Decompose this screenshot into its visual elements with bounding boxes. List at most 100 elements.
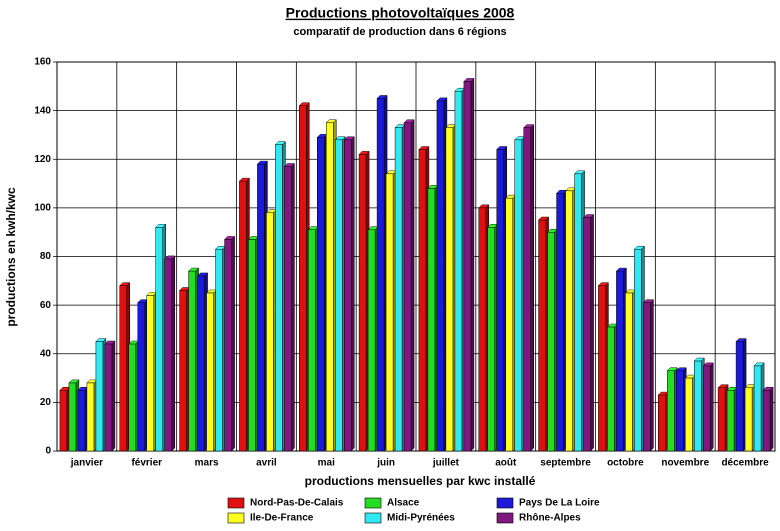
bar [735, 341, 744, 452]
bar [726, 389, 735, 452]
bar [376, 98, 385, 452]
bar [703, 365, 711, 452]
y-tick-label: 120 [34, 154, 51, 165]
bar [717, 387, 726, 452]
x-tick-label: juin [376, 458, 395, 469]
bar-side [410, 119, 415, 452]
x-tick-label: juillet [432, 458, 460, 469]
y-tick-label: 60 [40, 300, 52, 311]
bar [257, 163, 265, 452]
y-tick-label: 80 [40, 251, 52, 262]
bar [625, 292, 633, 452]
y-tick-label: 100 [34, 203, 51, 214]
bar-side [470, 77, 475, 452]
x-tick-label: avril [256, 458, 277, 469]
x-tick-label: septembre [540, 458, 591, 469]
bar [128, 343, 136, 452]
bar [188, 270, 196, 452]
legend-label: Rhône-Alpes [519, 513, 581, 524]
bar [358, 154, 367, 452]
y-tick-label: 140 [34, 105, 51, 116]
bar [119, 285, 127, 452]
bar [344, 139, 352, 452]
bar [266, 212, 274, 452]
bar [514, 139, 522, 452]
y-tick-label: 160 [34, 57, 51, 68]
bar [463, 81, 472, 452]
bar [335, 139, 343, 452]
bar-side [530, 124, 534, 452]
bar [385, 173, 394, 452]
x-tick-label: décembre [721, 458, 769, 469]
bar [104, 343, 113, 452]
bar [299, 105, 307, 452]
bar [547, 231, 555, 452]
bar [403, 122, 412, 452]
bar [556, 193, 564, 452]
bar [685, 377, 693, 452]
bar [565, 190, 573, 452]
bar [326, 122, 334, 452]
x-tick-label: mars [195, 458, 219, 469]
bar [179, 290, 187, 452]
bar [643, 302, 651, 452]
bar [616, 270, 624, 452]
y-tick-label: 20 [40, 397, 52, 408]
bar [634, 248, 642, 452]
bar [367, 229, 376, 452]
bar [137, 302, 145, 452]
bar [248, 239, 256, 452]
bar-side [291, 162, 295, 452]
bar-side [231, 235, 235, 452]
bar [418, 149, 427, 452]
bar [77, 389, 86, 452]
bar [86, 382, 95, 452]
bar [658, 394, 666, 452]
x-tick-label: mai [318, 458, 335, 469]
bar-side [590, 213, 594, 452]
bar [694, 360, 702, 452]
bar [427, 188, 436, 452]
bar [394, 127, 403, 452]
bar-side [171, 255, 175, 452]
legend-label: Ile-De-France [250, 513, 314, 524]
legend-label: Pays De La Loire [519, 498, 600, 509]
x-tick-label: novembre [661, 458, 709, 469]
bar [487, 227, 495, 452]
bar [454, 90, 463, 452]
chart-subtitle: comparatif de production dans 6 régions [293, 26, 506, 38]
bar [239, 180, 247, 452]
legend-label: Midi-Pyrénées [387, 513, 455, 524]
bar [744, 387, 753, 452]
legend-swatch [227, 497, 245, 509]
legend-swatch [496, 497, 514, 509]
legend-swatch [227, 512, 245, 524]
bar-side [769, 386, 774, 452]
bar [538, 219, 546, 452]
bar-side [351, 136, 355, 452]
bar [598, 285, 606, 452]
bar-side [111, 340, 116, 452]
chart-title: Productions photovoltaïques 2008 [286, 5, 515, 21]
bar [95, 341, 104, 452]
bar [523, 127, 531, 452]
bar [155, 227, 163, 452]
bar [308, 229, 316, 452]
bar [607, 326, 615, 452]
bar [275, 144, 283, 452]
bar [317, 137, 325, 452]
bar [667, 370, 675, 452]
bar [146, 295, 154, 452]
bar [59, 389, 68, 452]
y-tick-label: 0 [45, 446, 51, 457]
legend-label: Alsace [387, 498, 420, 509]
bar [197, 275, 205, 452]
legend-swatch [496, 512, 514, 524]
bar [206, 292, 214, 452]
legend-swatch [364, 497, 382, 509]
bar [583, 217, 591, 452]
bar [68, 382, 77, 452]
x-tick-label: août [495, 458, 517, 469]
bar [284, 166, 292, 452]
